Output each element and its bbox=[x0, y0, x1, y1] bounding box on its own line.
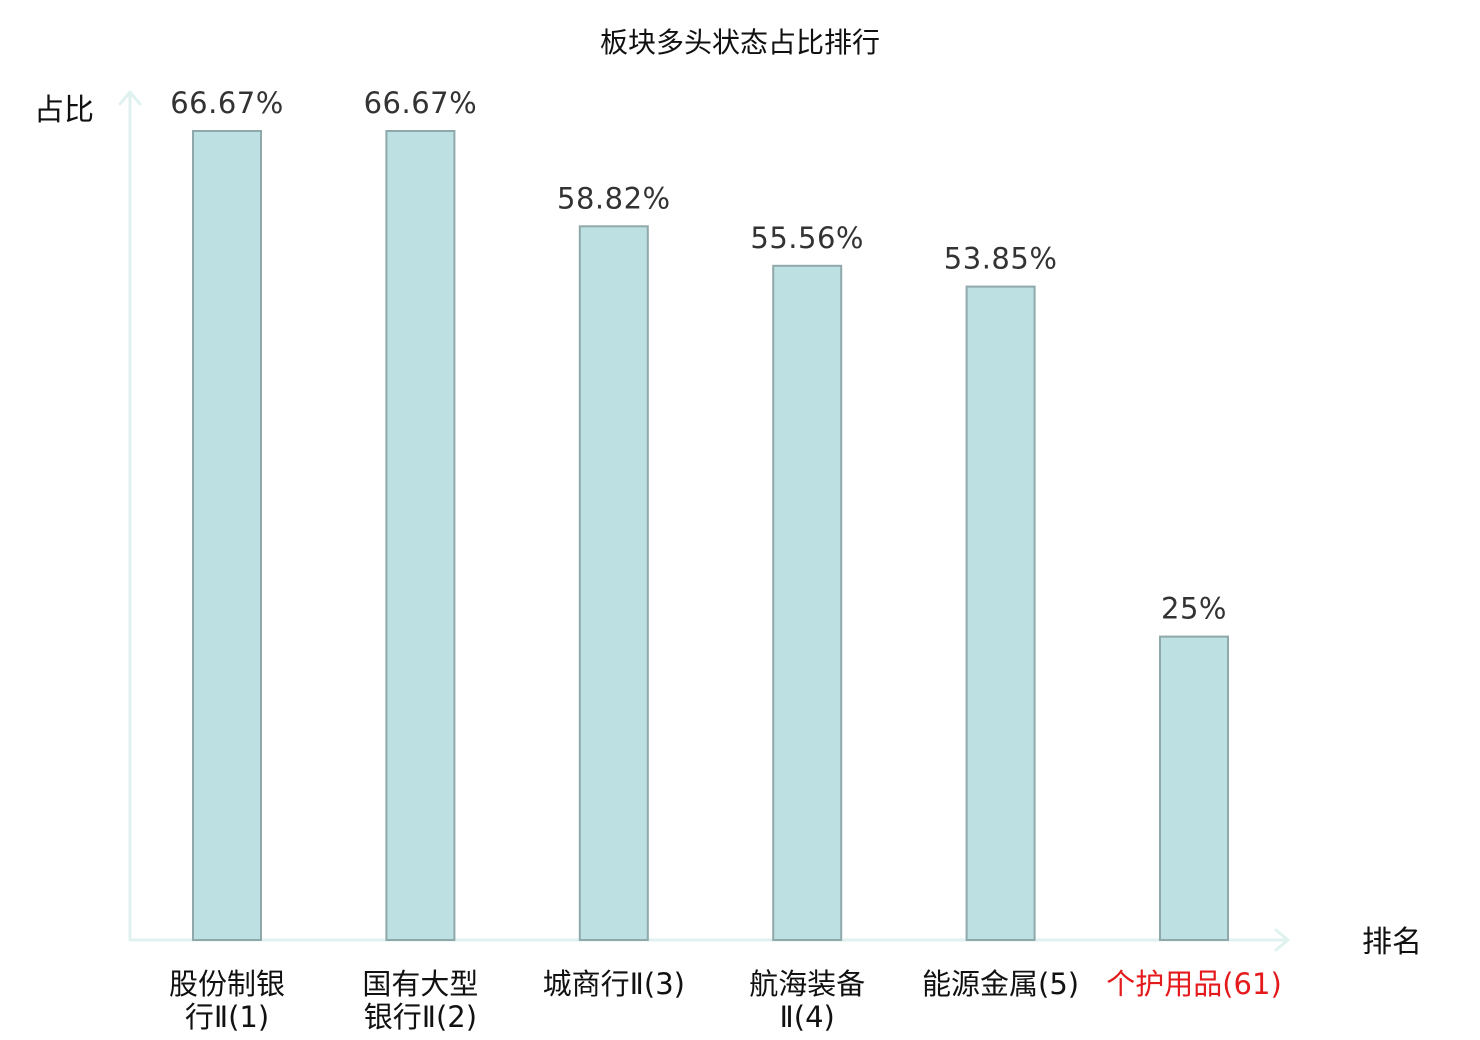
category-label-2-line-1: 国有大型 bbox=[362, 967, 478, 1001]
category-label-4-line-2: Ⅱ(4) bbox=[780, 1000, 835, 1034]
category-label-6: 个护用品(61) bbox=[1106, 967, 1282, 1001]
category-label-1-line-1: 股份制银 bbox=[169, 967, 285, 1001]
x-axis-label: 排名 bbox=[1362, 925, 1422, 960]
bar-5 bbox=[965, 285, 1036, 942]
value-label-2: 66.67% bbox=[364, 86, 478, 120]
category-label-4-line-1: 航海装备 bbox=[749, 967, 865, 1001]
category-label-1-line-2: 行Ⅱ(1) bbox=[185, 1000, 269, 1034]
bar-3 bbox=[578, 225, 649, 942]
bar-1 bbox=[192, 130, 262, 941]
bar-2 bbox=[385, 130, 456, 941]
y-axis-arrow bbox=[118, 90, 142, 942]
bars-group bbox=[192, 130, 1229, 942]
value-labels-group: 66.67% 66.67% 58.82% 55.56% 53.85% 25% bbox=[170, 86, 1227, 626]
category-label-5: 能源金属(5) bbox=[922, 967, 1079, 1001]
value-label-3: 58.82% bbox=[557, 181, 671, 215]
value-label-1: 66.67% bbox=[170, 86, 284, 120]
category-label-2-line-2: 银行Ⅱ(2) bbox=[364, 1000, 477, 1034]
y-axis-label: 占比 bbox=[34, 93, 94, 128]
bar-4 bbox=[772, 264, 843, 941]
category-label-3: 城商行Ⅱ(3) bbox=[543, 967, 685, 1001]
value-label-6: 25% bbox=[1161, 592, 1227, 626]
bar-6 bbox=[1159, 635, 1229, 941]
x-axis-arrow bbox=[128, 928, 1290, 952]
chart-title: 板块多头状态占比排行 bbox=[600, 26, 880, 59]
value-label-5: 53.85% bbox=[944, 242, 1058, 276]
value-label-4: 55.56% bbox=[750, 221, 864, 255]
